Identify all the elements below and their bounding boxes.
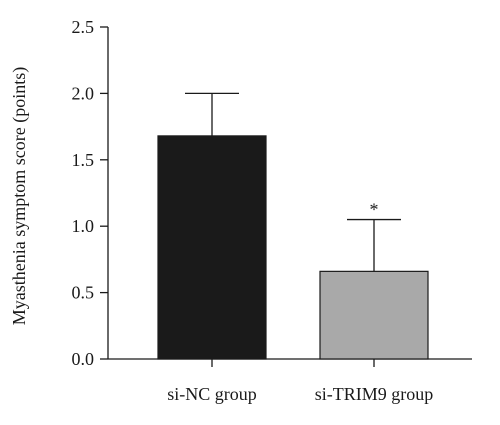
y-tick-label: 2.5	[72, 17, 95, 37]
y-tick-label: 0.5	[72, 283, 95, 303]
y-axis-ticks: 0.0 0.5 1.0 1.5 2.0 2.5	[72, 17, 108, 369]
bar	[319, 270, 429, 360]
y-tick-label: 0.0	[72, 349, 95, 369]
significance-marker: *	[370, 200, 379, 220]
y-tick-label: 2.0	[72, 83, 95, 103]
x-tick-label: si-TRIM9 group	[315, 384, 434, 404]
bar	[157, 135, 267, 360]
bars	[157, 135, 429, 360]
x-axis-ticks: si-NC group si-TRIM9 group	[167, 359, 433, 404]
y-axis-title: Myasthenia symptom score (points)	[9, 67, 30, 325]
plot-area: 0.0 0.5 1.0 1.5 2.0 2.5 si-NC group si-TRIM9 g…	[72, 17, 472, 404]
error-bars	[185, 92, 401, 272]
x-tick-label: si-NC group	[167, 384, 257, 404]
y-tick-label: 1.5	[72, 150, 95, 170]
y-tick-label: 1.0	[72, 216, 95, 236]
significance-annotations: *	[370, 200, 379, 220]
